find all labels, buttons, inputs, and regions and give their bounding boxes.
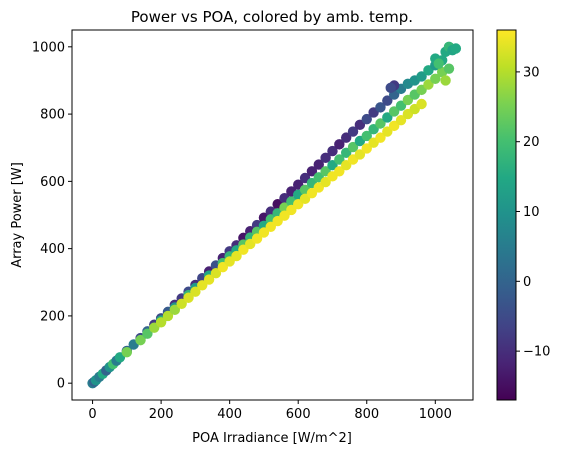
x-tick-label: 200 [149, 407, 174, 422]
data-point [340, 132, 352, 143]
colorbar-tick-label: 10 [523, 205, 540, 220]
y-tick-label: 0 [57, 377, 65, 392]
data-point [176, 298, 187, 309]
y-tick-label: 200 [40, 309, 65, 324]
data-point [306, 166, 318, 177]
data-point [320, 176, 331, 188]
data-point [340, 147, 352, 158]
colorbar-tick-label: 0 [523, 275, 531, 290]
data-point [231, 250, 242, 262]
y-tick-label: 600 [40, 175, 65, 190]
chart-title: Power vs POA, colored by amb. temp. [131, 8, 413, 26]
x-axis-label: POA Irradiance [W/m^2] [192, 431, 352, 446]
data-point [286, 204, 297, 216]
data-point [142, 328, 153, 339]
data-point [238, 244, 249, 255]
data-point [361, 113, 372, 125]
x-tick-label: 600 [286, 407, 311, 422]
data-point [279, 210, 290, 221]
data-point [347, 126, 359, 137]
data-point [375, 132, 386, 143]
data-point [368, 124, 379, 135]
x-tick-label: 0 [88, 407, 96, 422]
data-point [169, 304, 181, 316]
data-point [265, 221, 276, 232]
y-tick-label: 800 [40, 108, 65, 123]
data-point [197, 280, 208, 291]
data-point [203, 274, 215, 285]
data-point [334, 154, 345, 165]
x-tick-label: 400 [217, 407, 242, 422]
data-point [416, 71, 427, 82]
y-axis-label: Array Power [W] [10, 162, 25, 268]
data-point [385, 82, 396, 94]
data-point [430, 73, 441, 84]
data-point [327, 160, 338, 171]
data-point [162, 310, 174, 322]
colorbar-tick-label: −10 [523, 345, 550, 360]
data-point [388, 106, 400, 117]
colorbar-tick-label: 20 [523, 135, 540, 150]
data-point [450, 43, 462, 54]
data-point [361, 143, 372, 154]
data-point [388, 120, 400, 132]
data-point [375, 102, 386, 113]
colorbar [496, 29, 517, 401]
data-point [395, 100, 407, 111]
data-point [440, 75, 451, 86]
data-point [347, 141, 359, 153]
colorbar-axis: −10 0 10 20 30 [516, 65, 550, 360]
y-tick-label: 400 [40, 242, 65, 257]
data-point [340, 160, 352, 171]
data-point [155, 317, 167, 328]
data-point [121, 347, 133, 358]
colorbar-tick-label: 30 [523, 65, 540, 80]
data-point [433, 58, 444, 69]
data-point [327, 145, 338, 157]
data-point [183, 292, 194, 303]
data-point [217, 261, 229, 273]
data-point [423, 79, 434, 90]
data-point [334, 166, 345, 177]
data-point [299, 193, 311, 205]
data-point [306, 187, 318, 199]
x-tick-label: 1000 [419, 407, 452, 422]
data-point [443, 63, 455, 74]
data-point [354, 149, 366, 160]
data-point [210, 267, 222, 279]
y-tick-label: 1000 [32, 40, 65, 55]
data-point [354, 119, 366, 131]
data-point [382, 112, 393, 123]
data-point [375, 118, 386, 129]
data-point [382, 126, 393, 137]
x-tick-label: 800 [354, 407, 379, 422]
data-point [382, 95, 393, 106]
data-point [416, 98, 427, 110]
y-axis: 0 200 400 600 800 1000 [32, 40, 72, 392]
data-point [251, 233, 263, 244]
data-point [361, 130, 372, 142]
data-point [320, 152, 331, 164]
data-points [87, 41, 462, 389]
data-point [313, 159, 324, 170]
data-point [395, 114, 407, 126]
data-point [190, 286, 201, 297]
data-point [258, 227, 270, 238]
plot-frame [71, 29, 474, 401]
data-point [334, 139, 345, 150]
x-axis: 0 200 400 600 800 1000 [88, 400, 452, 422]
data-point [135, 334, 146, 346]
